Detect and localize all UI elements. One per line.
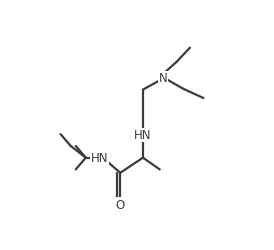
Text: N: N <box>159 72 167 85</box>
Text: O: O <box>116 198 125 211</box>
Text: HN: HN <box>90 152 108 164</box>
Text: HN: HN <box>134 129 152 142</box>
